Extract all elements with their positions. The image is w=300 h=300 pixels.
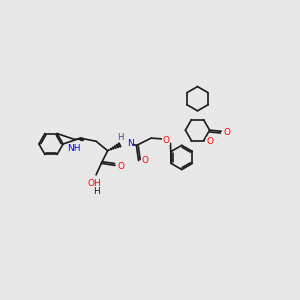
- Polygon shape: [114, 146, 116, 148]
- Text: NH: NH: [68, 144, 81, 153]
- Text: N: N: [127, 139, 134, 148]
- Text: O: O: [163, 136, 170, 145]
- Polygon shape: [118, 143, 121, 147]
- Polygon shape: [110, 148, 112, 150]
- Polygon shape: [116, 144, 119, 148]
- Text: H: H: [117, 133, 124, 142]
- Text: O: O: [224, 128, 231, 137]
- Text: H: H: [93, 187, 100, 196]
- Text: O: O: [118, 162, 124, 171]
- Text: O: O: [206, 137, 213, 146]
- Text: OH: OH: [88, 179, 101, 188]
- Polygon shape: [108, 150, 109, 151]
- Polygon shape: [112, 147, 114, 149]
- Text: O: O: [141, 157, 148, 166]
